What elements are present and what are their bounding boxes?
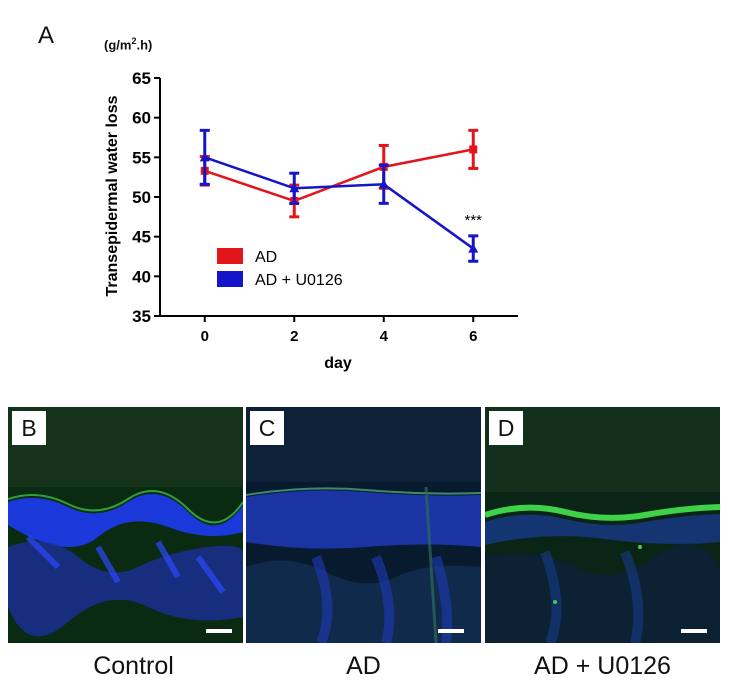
micrograph-ad: C [246,407,481,643]
y-tick-label: 50 [132,188,151,207]
unit-label: (g/m2.h) [104,36,152,52]
unit-sup: 2 [131,36,137,46]
x-axis-label: day [324,355,352,372]
series-line-1 [204,156,474,250]
micrograph-ad-u0126: D [485,407,720,643]
x-tick-label: 6 [469,328,477,345]
data-point [468,243,479,253]
x-tick-label: 4 [380,328,389,345]
unit-tail: .h) [136,37,153,53]
y-tick-label: 40 [132,267,151,286]
caption-ad-u0126: AD + U0126 [534,652,671,680]
data-point [469,145,478,154]
legend-label-0: AD [255,249,277,266]
twl-line-chart: 35 40 45 50 55 60 65 0 2 4 6 day Transepidermal wate… [104,69,518,372]
legend-label-1: AD + U0126 [255,272,343,289]
panel-d-letter: D [489,411,523,445]
y-tick-label: 65 [132,69,151,88]
legend-swatch-0 [217,248,243,264]
data-point [289,183,300,193]
x-tick-label: 0 [201,328,209,345]
micrograph-control-image [8,407,243,643]
panel-a-letter: A [38,22,55,49]
panel-c-letter: C [250,411,284,445]
caption-ad: AD [346,652,381,680]
y-tick-label: 35 [132,307,151,326]
y-tick-label: 60 [132,109,151,128]
data-point [378,179,389,189]
micrograph-ad-u0126-image [485,407,720,643]
panel-b-letter: B [12,411,46,445]
series-line-0 [204,148,474,203]
legend-swatch-1 [217,271,243,287]
unit-base: (g/m [104,37,132,53]
significance-annotation: *** [464,212,482,229]
y-axis-label: Transepidermal water loss [104,95,121,296]
micrograph-control: B [8,407,243,643]
data-point [199,152,210,162]
caption-control: Control [93,652,174,680]
x-tick-label: 2 [290,328,298,345]
y-tick-label: 55 [132,148,151,167]
y-tick-label: 45 [132,228,151,247]
micrograph-ad-image [246,407,481,643]
